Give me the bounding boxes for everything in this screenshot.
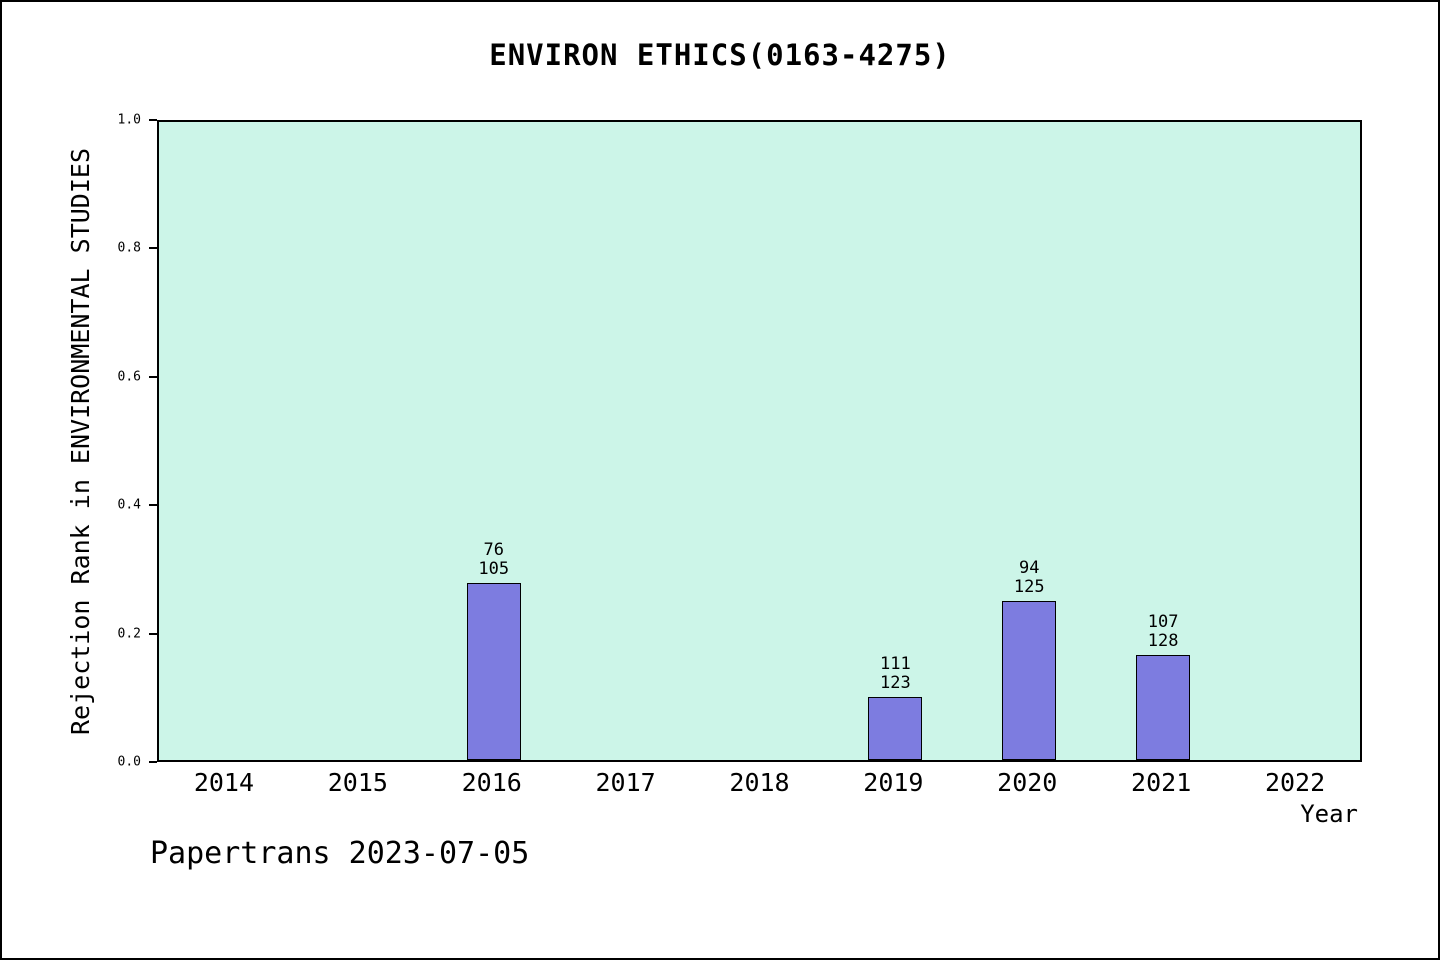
y-tick-mark <box>149 761 157 763</box>
x-tick-label: 2017 <box>595 768 656 797</box>
bar-value-label: 111 123 <box>880 654 911 693</box>
y-tick-label: 0.8 <box>117 240 141 256</box>
y-tick-label: 0.2 <box>117 626 141 642</box>
y-axis: 0.0 0.2 0.4 0.6 0.8 1.0 <box>2 113 157 770</box>
x-tick-label: 2021 <box>1131 768 1192 797</box>
y-tick-label: 1.0 <box>117 112 141 128</box>
y-tick-label: 0.0 <box>117 754 141 770</box>
y-tick-mark <box>149 375 157 378</box>
x-axis-label: Year <box>1300 800 1358 828</box>
x-axis: 2014 2015 2016 2017 2018 2019 2020 2021 2022 <box>157 768 1362 804</box>
y-tick-label: 0.4 <box>117 497 141 513</box>
y-tick-mark <box>149 247 157 250</box>
x-tick-label: 2020 <box>997 768 1058 797</box>
bar-2020 <box>1002 601 1056 760</box>
x-tick-label: 2022 <box>1264 768 1326 797</box>
plot-area: 76 105 111 123 94 125 107 128 <box>157 120 1362 762</box>
y-tick-label: 0.6 <box>117 369 141 385</box>
bar-value-label: 94 125 <box>1013 558 1045 597</box>
bar-value-label: 107 128 <box>1147 612 1179 651</box>
bar-2021 <box>1136 655 1190 760</box>
bar-2016 <box>467 583 521 760</box>
x-tick-label: 2016 <box>461 768 522 797</box>
x-tick-label: 2019 <box>863 768 924 797</box>
x-tick-label: 2018 <box>729 768 790 797</box>
watermark-text: Papertrans 2023-07-05 <box>150 836 530 871</box>
chart-title: ENVIRON ETHICS(0163-4275) <box>489 38 951 72</box>
y-tick-mark <box>149 632 157 635</box>
bar-value-label: 76 105 <box>478 540 510 579</box>
x-tick-label: 2015 <box>327 768 388 797</box>
bar-2019 <box>868 697 922 760</box>
y-tick-mark <box>149 504 157 507</box>
x-tick-label: 2014 <box>193 768 255 797</box>
y-tick-mark <box>149 119 157 121</box>
